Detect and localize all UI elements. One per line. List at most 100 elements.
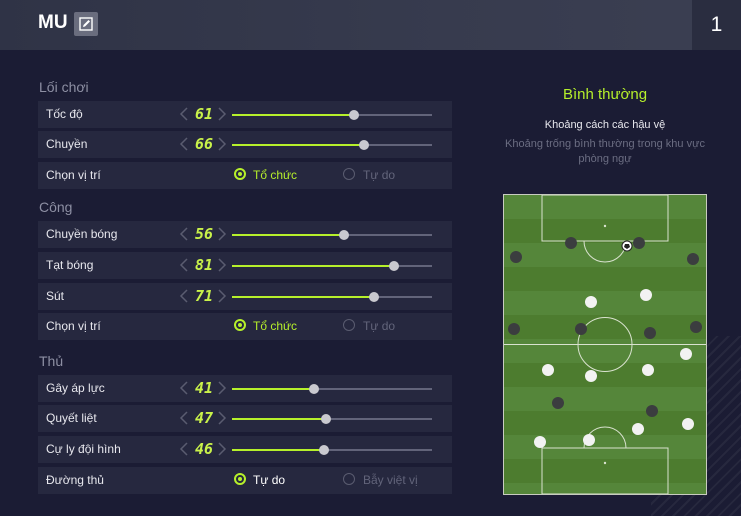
header-bar: MU 1: [0, 0, 741, 50]
opponent-player: [646, 405, 658, 417]
setting-value: 71: [194, 287, 214, 305]
setting-row-shooting: Sút 71: [38, 283, 452, 310]
chevron-left-icon[interactable]: [178, 257, 190, 273]
setting-slider[interactable]: [232, 110, 432, 120]
opponent-player: [565, 237, 577, 249]
slider-knob[interactable]: [349, 110, 359, 120]
setting-slider[interactable]: [232, 140, 432, 150]
chevron-left-icon[interactable]: [178, 380, 190, 396]
slider-knob[interactable]: [369, 292, 379, 302]
radio-option-a[interactable]: [234, 168, 246, 180]
setting-row-build-up-passing: Chuyền bóng 56: [38, 221, 452, 248]
section-title-play-style: Lối chơi: [39, 79, 89, 95]
preview-subtitle: Khoảng cách các hậu vệ: [544, 119, 666, 131]
team-player: [585, 296, 597, 308]
team-player: [682, 418, 694, 430]
chevron-right-icon[interactable]: [216, 288, 228, 304]
radio-option-b-label[interactable]: Tự do: [363, 168, 396, 182]
slider-knob[interactable]: [319, 445, 329, 455]
radio-option-a-label[interactable]: Tự do: [253, 473, 286, 487]
opponent-player: [575, 323, 587, 335]
edit-button[interactable]: [74, 12, 98, 36]
slider-knob[interactable]: [389, 261, 399, 271]
setting-row-positioning-play: Chọn vị trí Tổ chức Tự do: [38, 162, 452, 189]
setting-label: Chọn vị trí: [46, 168, 101, 182]
section-title-attack: Công: [39, 199, 73, 215]
opponent-player: [633, 237, 645, 249]
chevron-right-icon[interactable]: [216, 257, 228, 273]
team-player: [632, 423, 644, 435]
opponent-player: [644, 327, 656, 339]
setting-slider[interactable]: [232, 230, 432, 240]
slider-fill: [232, 265, 394, 267]
team-player: [640, 289, 652, 301]
chevron-right-icon[interactable]: [216, 106, 228, 122]
slider-knob[interactable]: [309, 384, 319, 394]
opponent-players: [508, 237, 702, 417]
opponent-player: [510, 251, 522, 263]
chevron-right-icon[interactable]: [216, 136, 228, 152]
chevron-right-icon[interactable]: [216, 441, 228, 457]
chevron-left-icon[interactable]: [178, 288, 190, 304]
setting-label: Tốc độ: [46, 107, 83, 121]
radio-option-b[interactable]: [343, 473, 355, 485]
setting-slider[interactable]: [232, 414, 432, 424]
slider-fill: [232, 234, 344, 236]
opponent-player: [690, 321, 702, 333]
setting-slider[interactable]: [232, 445, 432, 455]
team-player: [642, 364, 654, 376]
radio-option-a-label[interactable]: Tổ chức: [253, 168, 298, 182]
chevron-left-icon[interactable]: [178, 226, 190, 242]
team-player: [542, 364, 554, 376]
slider-knob[interactable]: [359, 140, 369, 150]
radio-option-b[interactable]: [343, 168, 355, 180]
setting-value: 81: [194, 256, 214, 274]
slider-knob[interactable]: [321, 414, 331, 424]
setting-row-speed: Tốc độ 61: [38, 101, 452, 128]
chevron-left-icon[interactable]: [178, 410, 190, 426]
chevron-right-icon[interactable]: [216, 226, 228, 242]
setting-row-pressure: Gây áp lực 41: [38, 375, 452, 402]
radio-option-b[interactable]: [343, 319, 355, 331]
radio-option-b-label[interactable]: Tự do: [363, 319, 396, 333]
radio-option-b-label[interactable]: Bẫy việt vị: [363, 473, 418, 487]
opponent-player: [552, 397, 564, 409]
chevron-left-icon[interactable]: [178, 106, 190, 122]
setting-row-aggression: Quyết liệt 47: [38, 405, 452, 432]
setting-value: 56: [194, 225, 214, 243]
radio-option-a-label[interactable]: Tổ chức: [253, 319, 298, 333]
opponent-player: [687, 253, 699, 265]
setting-value: 66: [194, 135, 214, 153]
radio-option-a[interactable]: [234, 319, 246, 331]
setting-label: Gây áp lực: [46, 381, 105, 395]
setting-row-positioning-attack: Chọn vị trí Tổ chức Tự do: [38, 313, 452, 340]
slider-fill: [232, 144, 364, 146]
setting-label: Chuyền: [46, 137, 88, 151]
setting-label: Chọn vị trí: [46, 319, 101, 333]
preview-title: Bình thường: [562, 86, 648, 103]
setting-slider[interactable]: [232, 384, 432, 394]
setting-label: Quyết liệt: [46, 411, 97, 425]
pitch-svg: [504, 194, 706, 495]
slider-knob[interactable]: [339, 230, 349, 240]
chevron-left-icon[interactable]: [178, 441, 190, 457]
setting-label: Sút: [46, 289, 65, 303]
setting-row-passing: Chuyền 66: [38, 131, 452, 158]
slider-fill: [232, 296, 374, 298]
team-name: MU: [38, 12, 68, 33]
setting-slider[interactable]: [232, 261, 432, 271]
setting-value: 47: [194, 409, 214, 427]
setting-row-team-width: Cự ly đội hình 46: [38, 436, 452, 463]
setting-slider[interactable]: [232, 292, 432, 302]
chevron-right-icon[interactable]: [216, 410, 228, 426]
chevron-right-icon[interactable]: [216, 380, 228, 396]
setting-label: Cự ly đội hình: [46, 442, 121, 456]
team-player: [585, 370, 597, 382]
chevron-left-icon[interactable]: [178, 136, 190, 152]
radio-option-a[interactable]: [234, 473, 246, 485]
section-title-defense: Thủ: [39, 353, 64, 369]
team-player: [680, 348, 692, 360]
preview-description: Khoảng trống bình thường trong khu vực p…: [505, 138, 705, 165]
slider-fill: [232, 449, 324, 451]
opponent-player: [508, 323, 520, 335]
